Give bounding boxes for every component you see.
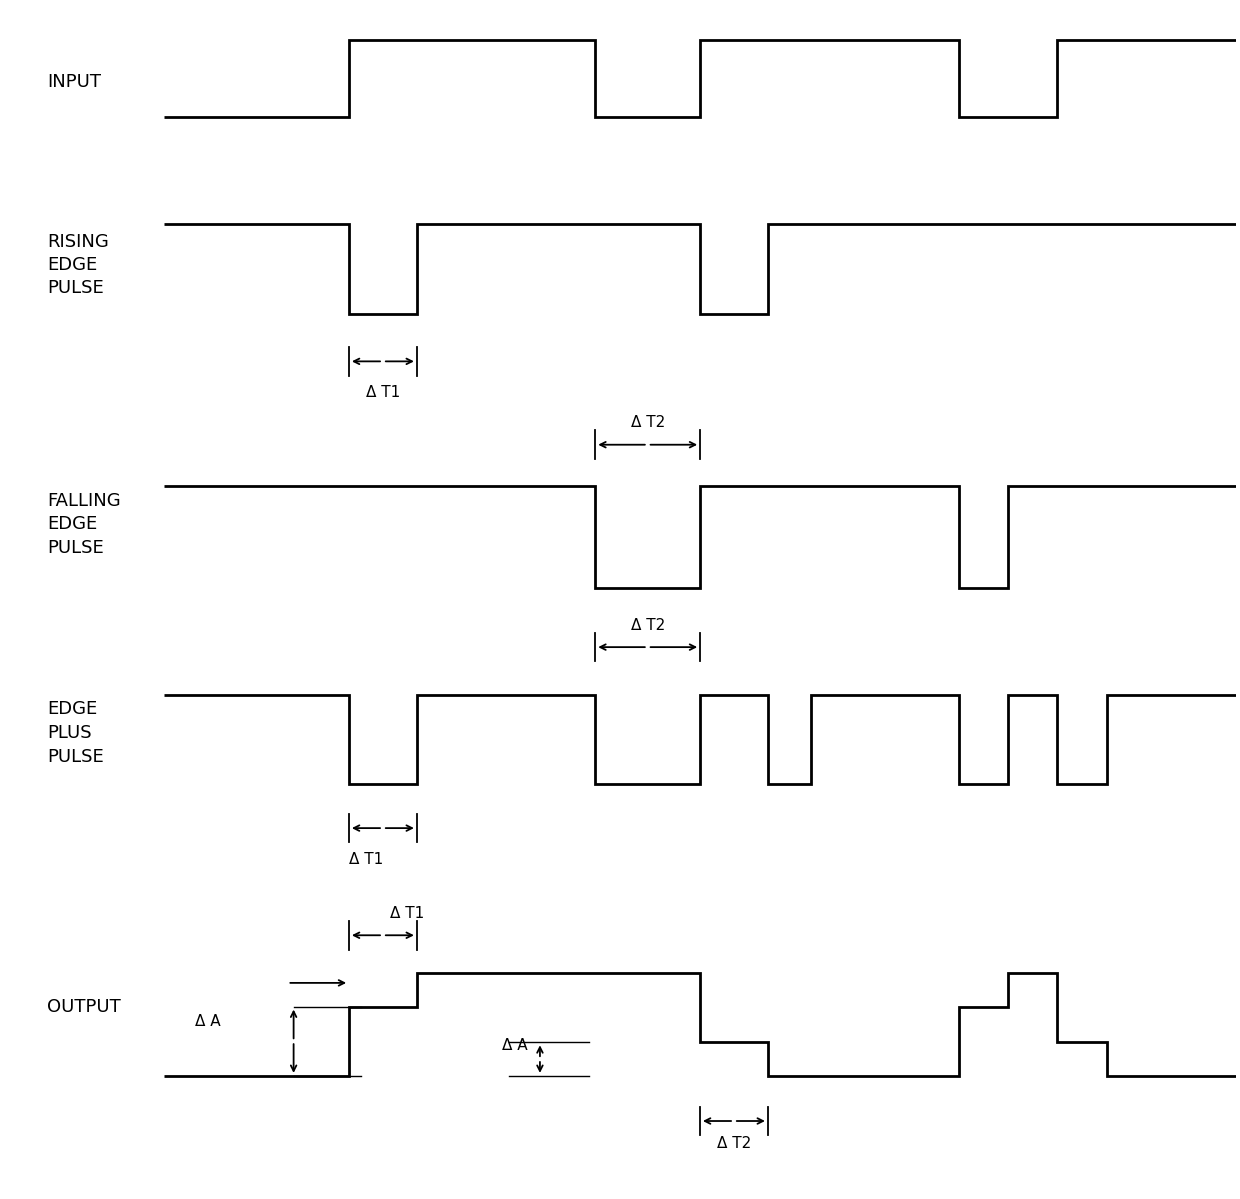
Text: OUTPUT: OUTPUT xyxy=(47,998,122,1016)
Text: EDGE: EDGE xyxy=(47,255,98,273)
Text: PULSE: PULSE xyxy=(47,278,104,296)
Text: RISING: RISING xyxy=(47,234,109,252)
Text: PULSE: PULSE xyxy=(47,540,104,558)
Text: Δ T2: Δ T2 xyxy=(631,415,665,430)
Text: FALLING: FALLING xyxy=(47,492,122,510)
Text: Δ T2: Δ T2 xyxy=(631,617,665,633)
Text: Δ A: Δ A xyxy=(502,1038,528,1053)
Text: Δ T1: Δ T1 xyxy=(348,852,383,867)
Text: EDGE: EDGE xyxy=(47,700,98,718)
Text: PULSE: PULSE xyxy=(47,748,104,766)
Text: PLUS: PLUS xyxy=(47,724,92,742)
Text: Δ T2: Δ T2 xyxy=(717,1137,751,1151)
Text: EDGE: EDGE xyxy=(47,516,98,534)
Text: Δ A: Δ A xyxy=(195,1014,221,1029)
Text: INPUT: INPUT xyxy=(47,73,102,91)
Text: Δ T1: Δ T1 xyxy=(391,906,424,921)
Text: Δ T1: Δ T1 xyxy=(366,385,401,400)
